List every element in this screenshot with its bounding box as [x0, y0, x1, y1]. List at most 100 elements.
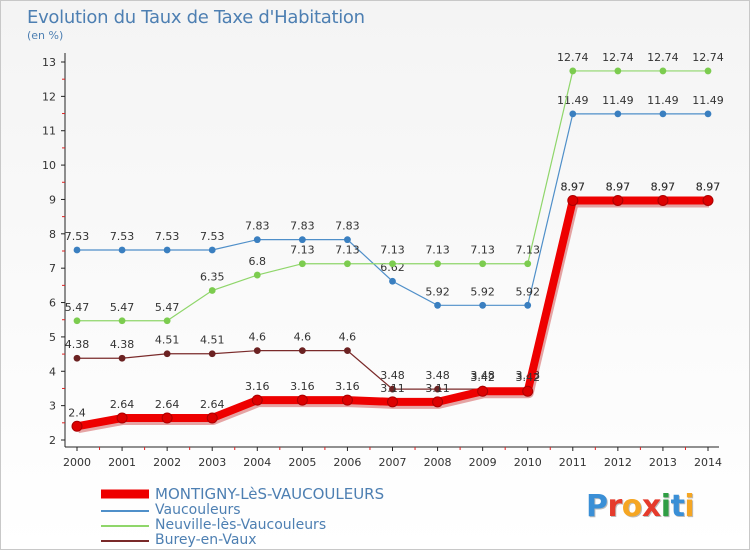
y-tick-label: 5	[49, 331, 56, 344]
data-label: 7.13	[290, 244, 315, 257]
data-label: 7.13	[380, 244, 405, 257]
x-tick-label: 2004	[243, 456, 271, 469]
data-label: 4.38	[110, 338, 135, 351]
data-label: 8.97	[651, 180, 676, 193]
data-point	[614, 67, 622, 75]
data-label: 11.49	[647, 94, 679, 107]
data-point	[298, 260, 306, 268]
chart-legend: MONTIGNY-LèS-VAUCOULEURS Vaucouleurs Neuvi…	[101, 485, 384, 548]
data-label: 5.47	[110, 301, 135, 314]
data-point	[298, 236, 306, 244]
data-point	[704, 67, 712, 75]
data-point	[341, 394, 353, 406]
data-label: 4.38	[65, 338, 90, 351]
data-label: 7.13	[335, 244, 360, 257]
data-label: 4.6	[339, 331, 357, 344]
data-point	[161, 412, 173, 424]
legend-item: Burey-en-Vaux	[101, 533, 384, 548]
data-label: 3.16	[290, 380, 315, 393]
data-label: 8.97	[606, 180, 631, 193]
x-tick-label: 2005	[288, 456, 316, 469]
data-point	[569, 67, 577, 75]
legend-swatch	[101, 539, 149, 542]
data-label: 2.64	[155, 398, 180, 411]
y-tick-label: 9	[49, 193, 56, 206]
y-tick-label: 3	[49, 400, 56, 413]
data-point	[208, 350, 216, 358]
legend-item: Neuville-lès-Vaucouleurs	[101, 518, 384, 533]
legend-swatch	[101, 524, 149, 527]
data-label: 2.64	[200, 398, 225, 411]
data-point	[612, 194, 624, 206]
y-tick-label: 2	[49, 434, 56, 447]
data-point	[208, 287, 216, 294]
data-point	[344, 260, 351, 268]
data-label: 7.13	[470, 244, 495, 257]
data-point	[298, 347, 306, 355]
data-label: 3.42	[470, 371, 495, 384]
data-label: 7.53	[155, 230, 180, 243]
data-point	[344, 347, 351, 355]
series-line	[77, 113, 708, 306]
data-label: 4.51	[200, 334, 225, 347]
data-label: 12.74	[692, 51, 724, 64]
data-label: 5.92	[515, 285, 540, 298]
legend-label: Vaucouleurs	[155, 502, 241, 518]
data-point	[477, 385, 489, 397]
data-label: 7.53	[65, 230, 90, 243]
x-tick-label: 2013	[649, 456, 677, 469]
x-tick-label: 2006	[333, 456, 361, 469]
data-label: 12.74	[647, 51, 679, 64]
data-label: 11.49	[557, 94, 589, 107]
data-label: 5.47	[155, 301, 180, 314]
data-label: 4.6	[294, 331, 312, 344]
legend-label: Neuville-lès-Vaucouleurs	[155, 517, 327, 533]
data-point	[389, 385, 396, 393]
legend-label: Burey-en-Vaux	[155, 532, 257, 548]
data-label: 4.51	[155, 334, 180, 347]
data-point	[659, 110, 667, 118]
data-label: 8.97	[606, 180, 631, 193]
data-point	[253, 347, 261, 355]
series-burey-en-vaux: 4.38 4.38 4.51 4.51 4.6 4.6 4.63.48 3.48 3.48 3.4…	[65, 180, 720, 393]
data-label: 2.64	[110, 398, 135, 411]
y-tick-label: 7	[49, 262, 56, 275]
proxiti-logo: Proxiti	[586, 489, 695, 524]
data-point	[479, 260, 487, 268]
x-tick-label: 2000	[63, 456, 91, 469]
data-label: 7.53	[110, 230, 135, 243]
data-point	[253, 271, 261, 279]
data-label: 7.83	[335, 220, 360, 233]
data-point	[432, 396, 444, 408]
x-tick-label: 2012	[604, 456, 632, 469]
data-point	[434, 385, 441, 393]
data-point	[389, 260, 396, 268]
data-point	[73, 246, 81, 254]
data-point	[434, 260, 441, 268]
data-point	[524, 301, 532, 309]
data-label: 8.97	[561, 180, 586, 193]
legend-swatch	[101, 509, 149, 512]
data-label: 3.42	[515, 371, 540, 384]
x-tick-label: 2014	[694, 456, 722, 469]
data-point	[657, 194, 669, 206]
legend-label: MONTIGNY-LèS-VAUCOULEURS	[155, 485, 385, 503]
data-label: 12.74	[602, 51, 634, 64]
y-tick-label: 8	[49, 228, 56, 241]
y-tick-label: 6	[49, 297, 56, 310]
data-point	[296, 394, 308, 406]
data-point	[479, 301, 487, 309]
data-label: 7.83	[290, 220, 315, 233]
data-label: 3.48	[470, 369, 495, 382]
data-label: 7.13	[425, 244, 450, 257]
data-point	[434, 301, 441, 309]
data-label: 7.13	[515, 244, 540, 257]
data-point	[253, 236, 261, 244]
data-point	[71, 420, 83, 432]
x-tick-label: 2007	[379, 456, 407, 469]
x-tick-label: 2001	[108, 456, 136, 469]
data-point	[163, 317, 171, 325]
chart-unit: (en %)	[27, 29, 64, 42]
